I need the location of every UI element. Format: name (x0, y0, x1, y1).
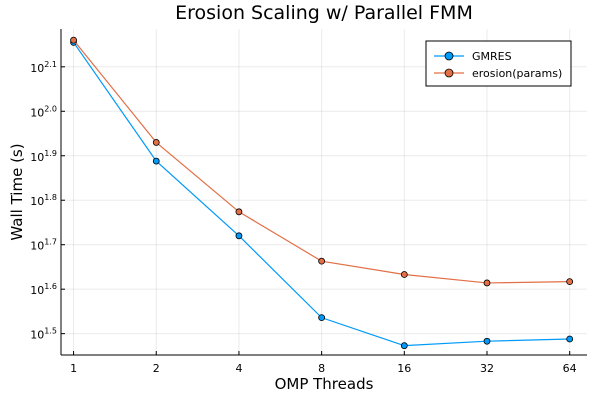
y-tick-exponent: 1.8 (44, 193, 57, 202)
y-tick-exponent: 1.5 (44, 327, 57, 336)
legend-item: erosion(params) (434, 67, 562, 80)
data-point (235, 208, 243, 216)
y-tick-label: 101.8 (30, 193, 57, 208)
data-point (400, 342, 408, 350)
x-tick-label: 16 (397, 362, 411, 375)
x-tick-label: 8 (318, 362, 325, 375)
y-tick-label: 101.7 (30, 238, 57, 253)
data-point (318, 257, 326, 265)
series (70, 36, 574, 350)
y-tick-label: 101.6 (30, 282, 57, 297)
legend-item: GMRES (434, 50, 512, 63)
data-point (566, 278, 574, 286)
axes (60, 29, 587, 356)
x-tick-label: 64 (563, 362, 577, 375)
y-tick-label: 101.5 (30, 327, 57, 342)
y-tick-exponent: 1.9 (44, 149, 57, 158)
data-point (152, 139, 160, 146)
x-ticks: 1 2 4 8 16 32 64 (70, 351, 577, 375)
x-tick-label: 32 (480, 362, 494, 375)
legend: GMRES erosion(params) (425, 40, 572, 87)
y-tick-base: 10 (30, 329, 44, 342)
data-point (152, 157, 160, 165)
y-tick-label: 102.1 (30, 60, 57, 75)
y-tick-base: 10 (30, 284, 44, 297)
data-point (483, 279, 491, 287)
y-tick-base: 10 (30, 62, 44, 75)
legend-label: GMRES (472, 50, 512, 63)
series-1 (70, 36, 574, 287)
y-tick-label: 101.9 (30, 149, 57, 164)
legend-label: erosion(params) (472, 67, 562, 80)
y-tick-base: 10 (30, 106, 44, 119)
x-tick-label: 2 (153, 362, 160, 375)
data-point (318, 314, 326, 322)
chart-title: Erosion Scaling w/ Parallel FMM (175, 2, 473, 24)
x-tick-label: 1 (70, 362, 77, 375)
data-point (400, 271, 408, 278)
legend-box (425, 40, 572, 87)
y-tick-label: 102.0 (30, 104, 57, 119)
data-point (235, 232, 243, 240)
data-point (70, 36, 77, 44)
y-tick-exponent: 1.7 (44, 238, 57, 247)
data-point (566, 335, 574, 343)
x-tick-label: 4 (235, 362, 242, 375)
y-tick-base: 10 (30, 195, 44, 208)
x-axis-label: OMP Threads (275, 375, 374, 393)
y-tick-base: 10 (30, 151, 44, 164)
legend-marker (444, 51, 454, 61)
data-point (483, 337, 491, 345)
y-tick-exponent: 2.0 (44, 104, 57, 113)
y-tick-base: 10 (30, 240, 44, 253)
y-axis-label: Wall Time (s) (8, 143, 26, 240)
legend-marker (444, 68, 454, 78)
y-tick-exponent: 1.6 (44, 282, 57, 291)
y-tick-exponent: 2.1 (44, 60, 57, 69)
